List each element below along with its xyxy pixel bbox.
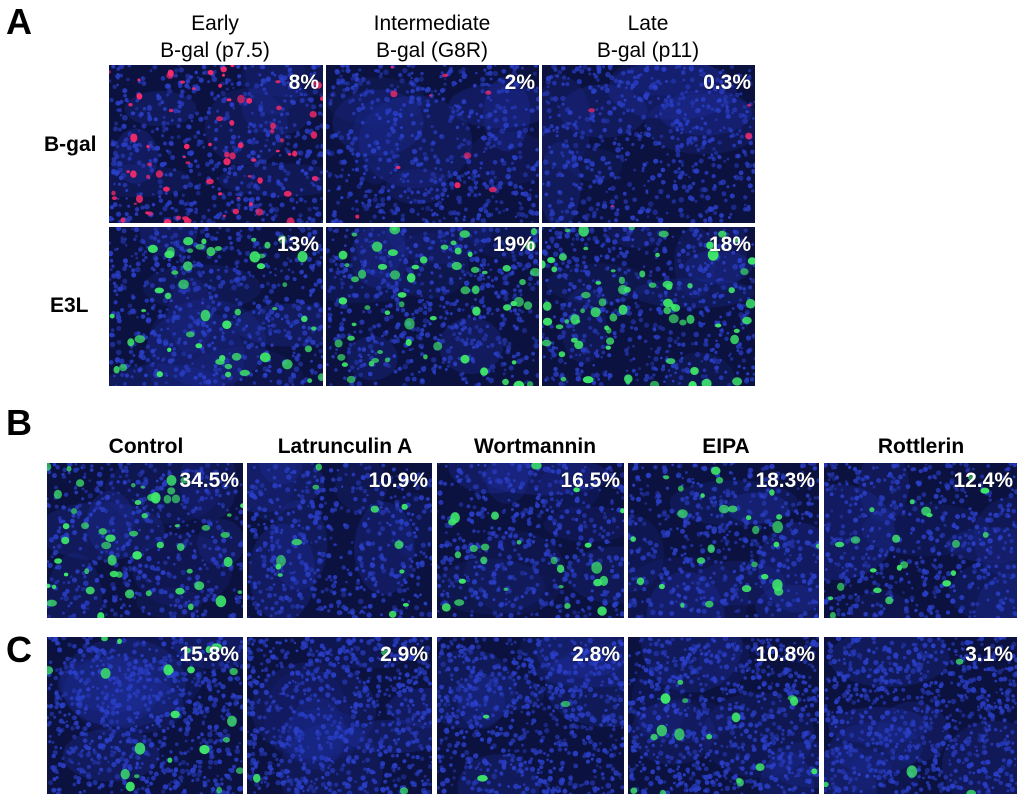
micrograph-canvas [109, 227, 323, 386]
micrograph-a-bgal-intermediate: 2% [326, 65, 539, 223]
panel-a-row-label-bgal: B-gal [44, 133, 97, 156]
micrograph-canvas [628, 463, 819, 618]
micrograph-b-control: 34.5% [47, 463, 243, 618]
column-header-line2: B-gal (G8R) [375, 39, 489, 62]
column-header-line1: Intermediate [373, 12, 491, 35]
micrograph-a-bgal-late: 0.3% [542, 65, 755, 223]
micrograph-canvas [628, 637, 819, 794]
micrograph-c-wortmannin: 2.8% [437, 637, 624, 794]
micrograph-canvas [47, 463, 243, 618]
column-header-line1: Early [191, 12, 239, 35]
panel-a-column-header-early: Early B-gal (p7.5) [108, 10, 322, 64]
column-header-line2: B-gal (p7.5) [160, 39, 270, 62]
percentage-label: 8% [288, 71, 319, 94]
panel-b-column-header-wortmannin: Wortmannin [473, 435, 597, 458]
micrograph-b-eipa: 18.3% [628, 463, 819, 618]
micrograph-canvas [824, 637, 1017, 794]
percentage-label: 3.1% [965, 643, 1013, 666]
percentage-label: 0.3% [703, 71, 751, 94]
micrograph-c-latrunculin-a: 2.9% [247, 637, 432, 794]
percentage-label: 19% [492, 233, 535, 256]
micrograph-b-wortmannin: 16.5% [437, 463, 624, 618]
micrograph-canvas [326, 227, 539, 386]
panel-c-letter: C [6, 629, 32, 670]
micrograph-canvas [542, 65, 755, 223]
percentage-label: 2.9% [380, 643, 428, 666]
panel-b-column-header-eipa: EIPA [702, 435, 750, 458]
percentage-label: 2% [504, 71, 535, 94]
micrograph-c-rottlerin: 3.1% [824, 637, 1017, 794]
micrograph-canvas [437, 637, 624, 794]
micrograph-canvas [247, 463, 432, 618]
micrograph-canvas [47, 637, 243, 794]
percentage-label: 10.9% [368, 469, 428, 492]
percentage-label: 10.8% [755, 643, 815, 666]
micrograph-a-e3l-intermediate: 19% [326, 227, 539, 386]
column-header-line2: B-gal (p11) [596, 39, 700, 62]
column-header-line1: Late [627, 12, 669, 35]
percentage-label: 13% [276, 233, 319, 256]
panel-b-column-header-rottlerin: Rottlerin [877, 435, 965, 458]
micrograph-a-bgal-early: 8% [109, 65, 323, 223]
percentage-label: 34.5% [179, 469, 239, 492]
percentage-label: 16.5% [560, 469, 620, 492]
panel-b-letter: B [6, 402, 32, 443]
micrograph-canvas [542, 227, 755, 386]
percentage-label: 2.8% [572, 643, 620, 666]
micrograph-a-e3l-late: 18% [542, 227, 755, 386]
percentage-label: 12.4% [953, 469, 1013, 492]
micrograph-canvas [109, 65, 323, 223]
percentage-label: 15.8% [179, 643, 239, 666]
percentage-label: 18.3% [755, 469, 815, 492]
micrograph-b-latrunculin-a: 10.9% [247, 463, 432, 618]
micrograph-canvas [247, 637, 432, 794]
panel-a-column-header-intermediate: Intermediate B-gal (G8R) [325, 10, 539, 64]
micrograph-b-rottlerin: 12.4% [824, 463, 1017, 618]
micrograph-c-control: 15.8% [47, 637, 243, 794]
micrograph-c-eipa: 10.8% [628, 637, 819, 794]
micrograph-canvas [437, 463, 624, 618]
panel-a-column-header-late: Late B-gal (p11) [541, 10, 755, 64]
panel-b-column-header-control: Control [108, 435, 184, 458]
panel-a-row-label-e3l: E3L [50, 294, 89, 317]
panel-b-column-header-latrunculin: Latrunculin A [277, 435, 413, 458]
micrograph-canvas [326, 65, 539, 223]
panel-a-letter: A [6, 1, 32, 42]
percentage-label: 18% [708, 233, 751, 256]
micrograph-a-e3l-early: 13% [109, 227, 323, 386]
micrograph-canvas [824, 463, 1017, 618]
